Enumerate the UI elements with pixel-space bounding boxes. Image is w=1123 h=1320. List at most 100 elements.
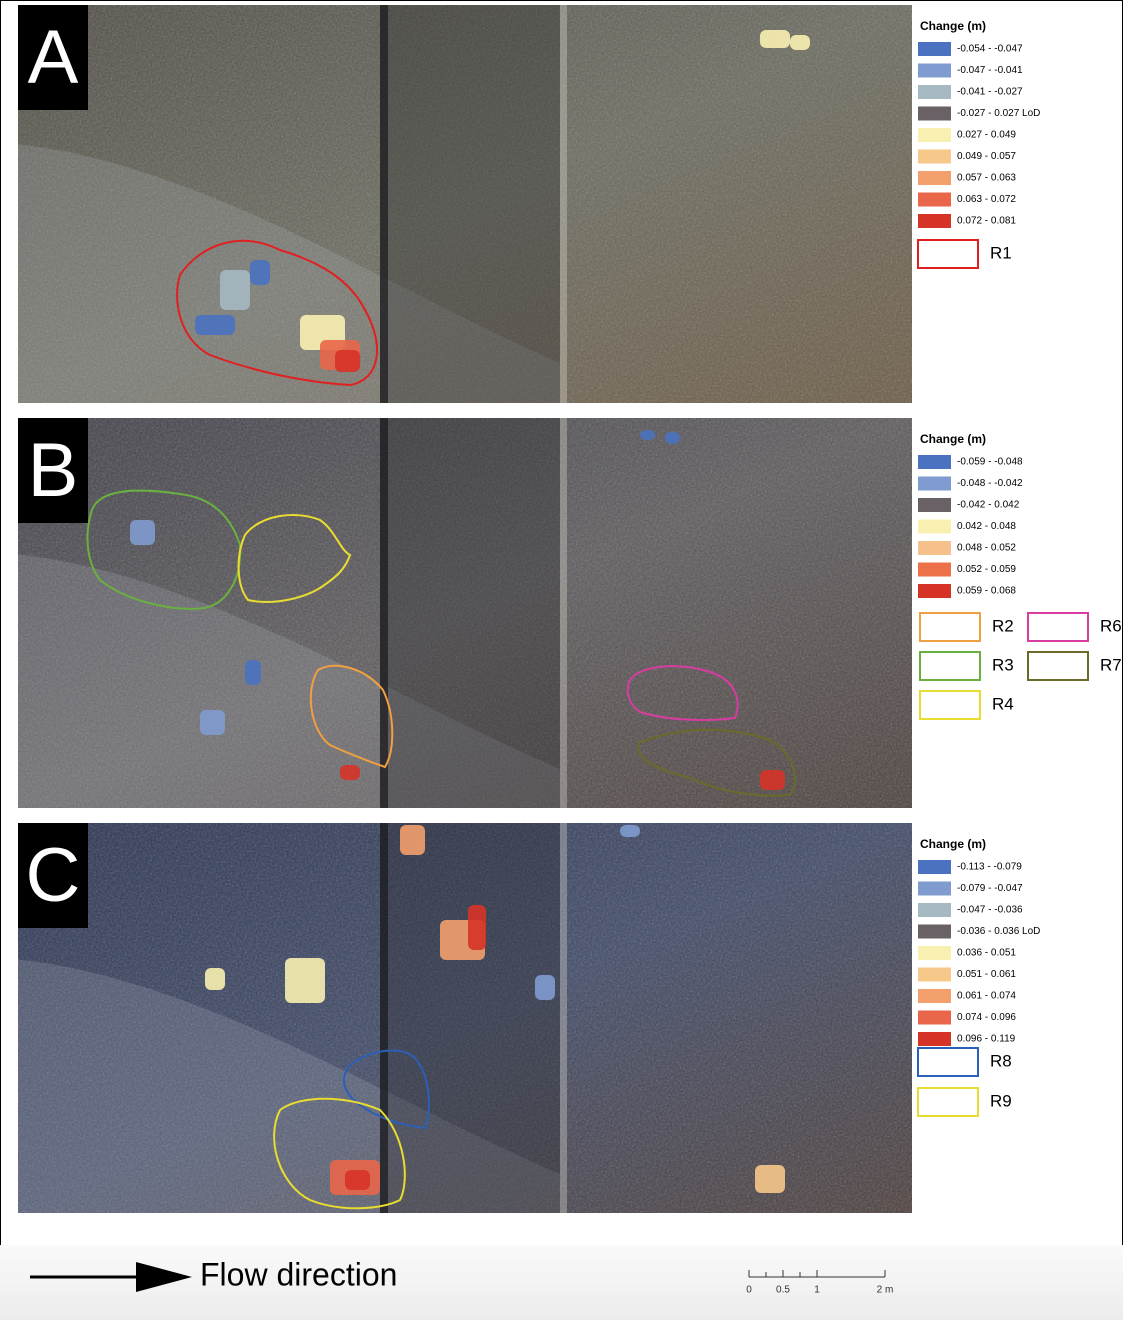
legend-swatch: [918, 860, 951, 874]
legend-label: -0.054 - -0.047: [957, 44, 1023, 55]
region-swatch: [920, 613, 980, 641]
legend-swatch: [918, 989, 951, 1003]
channel-strip: [388, 418, 560, 808]
legend-swatch: [918, 193, 951, 207]
legend-label: -0.059 - -0.048: [957, 457, 1023, 468]
region-label: R3: [992, 655, 1014, 674]
legend-label: 0.096 - 0.119: [957, 1034, 1016, 1045]
legend-swatch: [918, 498, 951, 512]
flow-label: Flow direction: [200, 1256, 397, 1292]
legend-label: -0.036 - 0.036 LoD: [957, 926, 1040, 937]
scale-label: 0: [746, 1285, 752, 1296]
legend-label: 0.057 - 0.063: [957, 173, 1016, 184]
change-patch: [760, 770, 785, 790]
legend-label: 0.042 - 0.048: [957, 521, 1016, 532]
channel-strip: [388, 5, 560, 403]
region-swatch: [918, 240, 978, 268]
change-patch: [205, 968, 225, 990]
seam: [380, 823, 388, 1213]
legend-swatch: [918, 541, 951, 555]
legend-label: 0.072 - 0.081: [957, 216, 1016, 227]
legend-label: 0.048 - 0.052: [957, 543, 1016, 554]
legend-swatch: [918, 968, 951, 982]
panel: R1 A Change (m) -0.054 - -0.047 -0.047 - -0.…: [18, 5, 1040, 403]
change-patch: [285, 958, 325, 1003]
legend-title: Change (m): [920, 837, 986, 851]
panel: R8R9CChange (m)-0.113 - -0.079-0.079 - -…: [18, 823, 1040, 1213]
seam: [560, 823, 567, 1213]
legend-label: -0.047 - -0.036: [957, 905, 1023, 916]
region-swatch: [920, 652, 980, 680]
region-label: R7: [1100, 655, 1122, 674]
legend-swatch: [918, 64, 951, 78]
legend-swatch: [918, 946, 951, 960]
legend-swatch: [918, 563, 951, 577]
legend-swatch: [918, 107, 951, 121]
legend-label: -0.048 - -0.042: [957, 478, 1023, 489]
panel-label: A: [28, 15, 79, 100]
legend-swatch: [918, 903, 951, 917]
legend-label: -0.047 - -0.041: [957, 65, 1023, 76]
region-label: R4: [992, 694, 1014, 713]
region-label: R9: [990, 1091, 1012, 1110]
legend-swatch: [918, 214, 951, 228]
region-label: R8: [990, 1051, 1012, 1070]
legend-label: -0.113 - -0.079: [957, 862, 1022, 873]
legend-title: Change (m): [920, 432, 986, 446]
seam: [560, 5, 567, 403]
change-patch: [640, 430, 655, 440]
legend-swatch: [918, 520, 951, 534]
legend-swatch: [918, 1032, 951, 1046]
region-label: R1: [990, 243, 1012, 262]
change-patch: [535, 975, 555, 1000]
change-patch: [620, 825, 640, 837]
change-patch: [130, 520, 155, 545]
legend-swatch: [918, 171, 951, 185]
change-patch: [400, 825, 425, 855]
seam: [380, 5, 388, 403]
legend-label: 0.036 - 0.051: [957, 948, 1016, 959]
legend-swatch: [918, 455, 951, 469]
legend-label: 0.061 - 0.074: [957, 991, 1016, 1002]
legend-label: 0.059 - 0.068: [957, 586, 1016, 597]
legend-swatch: [918, 882, 951, 896]
legend-swatch: [918, 128, 951, 142]
channel-strip: [388, 823, 560, 1213]
legend-swatch: [918, 1011, 951, 1025]
change-patch: [200, 710, 225, 735]
panel-label: B: [28, 428, 79, 513]
region-swatch: [1028, 613, 1088, 641]
legend-label: -0.079 - -0.047: [957, 883, 1023, 894]
legend-swatch: [918, 584, 951, 598]
legend-label: -0.027 - 0.027 LoD: [957, 108, 1040, 119]
legend-label: 0.063 - 0.072: [957, 194, 1016, 205]
legend-swatch: [918, 477, 951, 491]
change-patch: [760, 30, 790, 48]
legend-title: Change (m): [920, 19, 986, 33]
figure: Flow direction 00.512 mR1AChange (m)-0.0…: [0, 0, 1123, 1320]
legend-label: 0.052 - 0.059: [957, 564, 1016, 575]
scale-label: 2 m: [877, 1285, 894, 1296]
region-swatch: [1028, 652, 1088, 680]
legend-swatch: [918, 42, 951, 56]
legend-label: 0.027 - 0.049: [957, 130, 1016, 141]
change-patch: [220, 270, 250, 310]
change-patch: [468, 905, 486, 950]
change-patch: [250, 260, 270, 285]
region-label: R6: [1100, 616, 1122, 635]
region-label: R2: [992, 616, 1014, 635]
legend-swatch: [918, 925, 951, 939]
region-swatch: [920, 691, 980, 719]
region-swatch: [918, 1048, 978, 1076]
change-patch: [195, 315, 235, 335]
seam: [380, 418, 388, 808]
change-patch: [790, 35, 810, 50]
change-patch: [345, 1170, 370, 1190]
change-patch: [755, 1165, 785, 1193]
change-patch: [665, 432, 680, 444]
legend-label: 0.051 - 0.061: [957, 969, 1016, 980]
change-patch: [335, 350, 360, 372]
scale-label: 0.5: [776, 1285, 790, 1296]
change-patch: [340, 765, 360, 780]
region-swatch: [918, 1088, 978, 1116]
